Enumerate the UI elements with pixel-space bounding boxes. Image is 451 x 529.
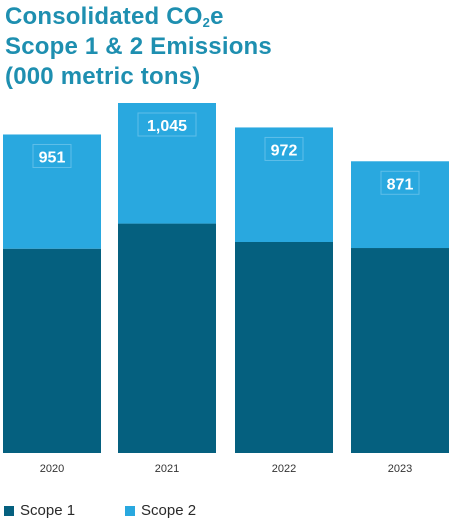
legend-item-scope2: Scope 2 (125, 502, 196, 519)
bar-scope2-2022 (235, 127, 333, 242)
total-label-box-2023 (380, 170, 420, 195)
total-label-box-2020 (32, 143, 72, 168)
x-tick-2020: 2020 (40, 463, 64, 475)
legend-item-scope1: Scope 1 (4, 502, 75, 519)
total-label-box-2021 (137, 112, 197, 137)
chart-title: Consolidated CO2e Scope 1 & 2 Emissions … (5, 2, 272, 92)
stacked-bar-chart: 951 2020 1,045 2021 972 2022 871 2023 (3, 103, 449, 475)
total-label-2020: 951 (39, 149, 66, 166)
bar-scope2-2023 (351, 161, 449, 249)
bar-scope1-2022 (235, 241, 333, 453)
legend-label-scope2: Scope 2 (141, 502, 197, 519)
x-tick-2021: 2021 (155, 463, 179, 475)
title-line-3: (000 metric tons) (5, 63, 201, 90)
legend-swatch-scope2 (125, 505, 136, 516)
bar-scope1-2020 (3, 248, 101, 453)
bar-scope2-2021 (118, 103, 216, 224)
total-label-2023: 871 (387, 176, 414, 193)
bar-scope2-2020 (3, 134, 101, 249)
total-label-2022: 972 (271, 142, 298, 159)
x-tick-2023: 2023 (388, 463, 412, 475)
bar-scope1-2023 (351, 248, 449, 453)
total-label-2021: 1,045 (147, 118, 187, 135)
title-line-2: Scope 1 & 2 Emissions (5, 33, 272, 60)
legend-label-scope1: Scope 1 (20, 502, 76, 519)
x-tick-2022: 2022 (272, 463, 296, 475)
legend-swatch-scope1 (4, 505, 14, 516)
title-line-1: Consolidated CO2e (5, 3, 224, 30)
legend: Scope 1 Scope 2 (4, 502, 246, 519)
bar-scope1-2021 (118, 223, 216, 453)
total-label-box-2022 (264, 136, 304, 161)
